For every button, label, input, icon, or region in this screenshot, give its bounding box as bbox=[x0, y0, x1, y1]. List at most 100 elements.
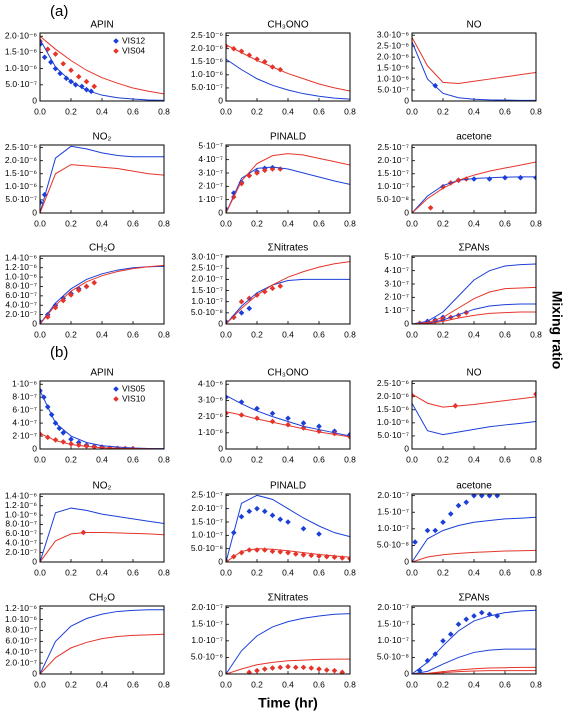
y-tick-label: 1.5·10⁻⁶ bbox=[377, 404, 409, 414]
x-tick-label: 0.4 bbox=[96, 218, 108, 228]
data-point bbox=[238, 48, 245, 55]
y-tick-label: 6·10⁻⁷ bbox=[12, 404, 37, 414]
panel: ΣNitrates 0.0 0.2 0.4 0.6 0.8 0 5.0·10⁻⁸ 1.0·10⁻… bbox=[191, 593, 356, 690]
series-line bbox=[226, 58, 350, 100]
y-tick-label: 1.0·10⁻⁶ bbox=[5, 614, 37, 624]
series-line bbox=[412, 37, 536, 84]
y-tick-label: 1.5·10⁻⁷ bbox=[377, 618, 409, 628]
data-point bbox=[440, 519, 446, 525]
data-point bbox=[277, 283, 284, 289]
data-point bbox=[339, 555, 346, 561]
data-point bbox=[486, 494, 493, 499]
series-line bbox=[40, 609, 164, 674]
y-tick-label: 0 bbox=[404, 207, 409, 217]
x-tick-label: 0.6 bbox=[127, 679, 139, 689]
x-tick-label: 0.0 bbox=[220, 106, 232, 116]
x-tick-label: 0.0 bbox=[34, 679, 46, 689]
plot-frame bbox=[225, 144, 351, 214]
x-tick-label: 0.0 bbox=[406, 106, 418, 116]
y-tick-label: 0 bbox=[32, 207, 37, 217]
data-point bbox=[478, 494, 485, 499]
x-tick-label: 0.0 bbox=[220, 329, 232, 339]
x-tick-label: 0.4 bbox=[282, 454, 294, 464]
y-tick-label: 2·10⁻⁷ bbox=[198, 181, 223, 191]
y-tick-label: 5.0·10⁻⁷ bbox=[377, 84, 409, 94]
y-tick-label: 6.0·10⁻⁷ bbox=[5, 528, 37, 538]
y-tick-label: 1.5·10⁻⁶ bbox=[5, 168, 37, 178]
y-axis-label: Mixing ratio bbox=[549, 291, 565, 370]
series-line bbox=[412, 549, 536, 562]
x-tick-label: 0.2 bbox=[251, 106, 263, 116]
x-tick-label: 0.4 bbox=[468, 679, 480, 689]
data-point bbox=[238, 513, 245, 520]
data-point bbox=[68, 441, 74, 447]
x-tick-label: 0.2 bbox=[437, 218, 449, 228]
x-tick-label: 0.2 bbox=[437, 679, 449, 689]
y-tick-label: 2·10⁻⁷ bbox=[12, 430, 37, 440]
panel: APIN 0.0 0.2 0.4 0.6 0.8 0 5.0·10⁻⁷ 1.0·10⁻⁶ 1.5·… bbox=[5, 20, 170, 117]
y-tick-label: 2.0·10⁻⁶ bbox=[5, 30, 37, 40]
data-point bbox=[316, 423, 322, 430]
data-point bbox=[285, 415, 291, 422]
x-tick-label: 0.8 bbox=[158, 329, 170, 339]
data-point bbox=[300, 552, 307, 558]
x-tick-label: 0.4 bbox=[468, 567, 480, 577]
x-tick-label: 0.6 bbox=[313, 329, 325, 339]
data-point bbox=[261, 508, 268, 515]
series-line bbox=[226, 411, 350, 438]
y-tick-label: 1.0·10⁻⁶ bbox=[5, 271, 37, 281]
plot-area bbox=[226, 494, 350, 562]
x-tick-label: 0.6 bbox=[499, 679, 511, 689]
data-point bbox=[440, 638, 446, 644]
series-line bbox=[226, 261, 350, 324]
y-tick-label: 3.0·10⁻⁷ bbox=[191, 251, 223, 261]
y-tick-label: 1.2·10⁻⁶ bbox=[5, 500, 37, 510]
x-tick-label: 0.6 bbox=[499, 567, 511, 577]
y-tick-label: 2·10⁻⁶ bbox=[198, 411, 223, 421]
y-tick-label: 1.4·10⁻⁶ bbox=[5, 491, 37, 501]
y-tick-label: 2.5·10⁻⁶ bbox=[5, 142, 37, 152]
panel-title: NO bbox=[467, 368, 482, 379]
data-point bbox=[517, 174, 524, 181]
y-tick-label: 0 bbox=[218, 668, 223, 678]
plot-area bbox=[226, 394, 350, 440]
y-tick-label: 8.0·10⁻⁷ bbox=[5, 625, 37, 635]
panel: APIN 0.0 0.2 0.4 0.6 0.8 0 2·10⁻⁷ 4·10⁻⁷ 6·10⁻⁷ 8·… bbox=[12, 368, 170, 465]
x-tick-label: 0.8 bbox=[530, 454, 542, 464]
series-line bbox=[40, 390, 164, 449]
panel: NO₂ 0.0 0.2 0.4 0.6 0.8 0 5.0·10⁻⁷ 1.0·10⁻⁶ 1.5·1… bbox=[5, 132, 170, 229]
data-point bbox=[44, 46, 51, 52]
data-point bbox=[285, 519, 291, 525]
x-tick-label: 0.0 bbox=[34, 218, 46, 228]
panel-title: PINALD bbox=[270, 132, 306, 143]
y-tick-label: 8.0·10⁻⁷ bbox=[5, 281, 37, 291]
y-tick-label: 8·10⁻⁷ bbox=[12, 391, 37, 401]
panel-label: (a) bbox=[50, 3, 68, 20]
data-point bbox=[502, 174, 508, 181]
panel: ΣPANs 0.0 0.2 0.4 0.6 0.8 0 1·10⁻⁷ 2·10⁻⁷ 3·10⁻⁷ 4… bbox=[384, 243, 542, 340]
panel-title: ΣNitrates bbox=[268, 243, 309, 254]
data-point bbox=[60, 60, 67, 67]
y-tick-label: 5.0·10⁻⁸ bbox=[377, 194, 410, 204]
y-tick-label: 3·10⁻⁷ bbox=[384, 278, 409, 288]
y-tick-label: 2.0·10⁻⁷ bbox=[5, 309, 37, 319]
y-tick-label: 0 bbox=[32, 95, 37, 105]
data-point bbox=[478, 609, 485, 616]
data-point bbox=[339, 669, 346, 674]
x-tick-label: 0.0 bbox=[34, 567, 46, 577]
data-point bbox=[254, 170, 260, 176]
data-point bbox=[432, 527, 439, 534]
panel-title: NO₂ bbox=[93, 481, 112, 492]
y-tick-label: 2·10⁻⁷ bbox=[384, 292, 409, 302]
data-point bbox=[463, 499, 470, 506]
y-tick-label: 0 bbox=[32, 443, 37, 453]
legend-label: VIS10 bbox=[122, 393, 145, 403]
y-tick-label: 5.0·10⁻⁸ bbox=[191, 543, 224, 553]
data-point bbox=[75, 73, 82, 80]
x-tick-label: 0.4 bbox=[468, 106, 480, 116]
x-tick-label: 0.6 bbox=[313, 218, 325, 228]
data-point bbox=[246, 52, 253, 59]
x-tick-label: 0.0 bbox=[406, 218, 418, 228]
panel-title: NO₂ bbox=[93, 132, 112, 143]
y-tick-label: 1.0·10⁻⁶ bbox=[377, 417, 409, 427]
